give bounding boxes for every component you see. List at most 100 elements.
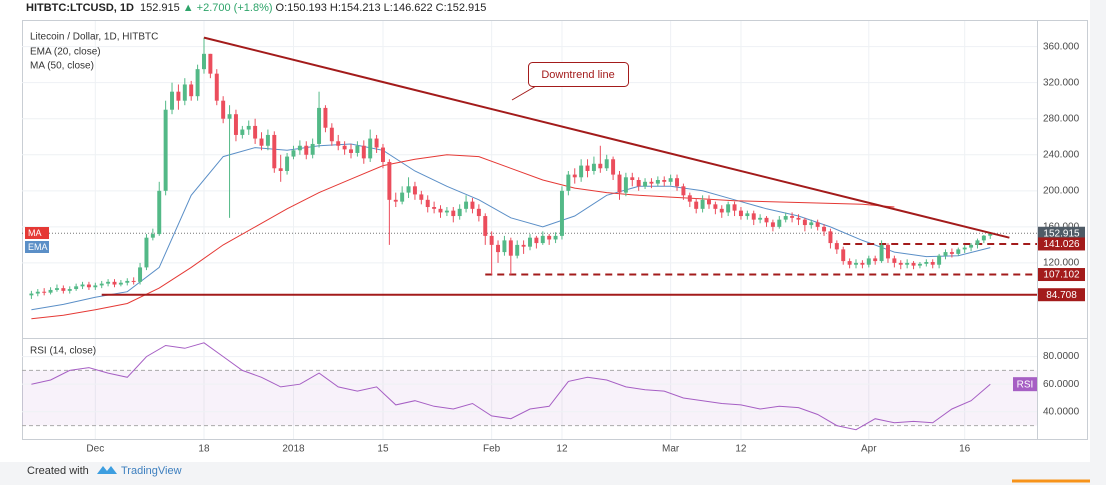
ohlc-value: 146.622 — [392, 2, 433, 14]
rsi-tag-label: RSI — [1017, 379, 1034, 390]
x-tick-label: Feb — [483, 444, 501, 455]
rsi-legend: RSI (14, close) — [30, 346, 96, 357]
candle-body — [170, 91, 175, 110]
x-tick-label: 16 — [959, 444, 971, 455]
candle-body — [879, 244, 884, 262]
candle-body — [707, 199, 711, 205]
candle-body — [790, 216, 795, 218]
candle-body — [323, 107, 328, 128]
candle-body — [67, 289, 72, 291]
ohlc-key: O: — [275, 2, 288, 14]
overlay-tag — [25, 227, 49, 239]
price-tag-label: 141.026 — [1043, 239, 1080, 250]
ohlc-value: 154.213 — [340, 2, 381, 14]
price-tag-label: 107.102 — [1043, 270, 1080, 281]
candle-body — [227, 114, 232, 119]
candle-body — [726, 204, 731, 213]
candle-body — [240, 129, 245, 135]
candle-body — [329, 127, 334, 142]
ohlc: O:150.193 H:154.213 L:146.622 C:152.915 — [276, 2, 490, 14]
x-tick-label: 12 — [556, 444, 568, 455]
candle-body — [834, 243, 839, 250]
candle-body — [297, 145, 302, 151]
price-tag — [1038, 268, 1085, 282]
candle-body — [841, 249, 846, 262]
ema-legend: EMA (20, close) — [30, 47, 101, 58]
symbol-legend: Litecoin / Dollar, 1D, HITBTC — [30, 32, 158, 43]
footer-text: Created with — [27, 465, 89, 477]
candle-body — [655, 180, 660, 184]
price-tag — [1038, 226, 1085, 240]
candle-body — [265, 134, 270, 146]
ohlc-key: H: — [329, 2, 341, 14]
candle-body — [74, 286, 79, 290]
candle-body — [713, 204, 718, 209]
y-tick-label: 40.0000 — [1043, 406, 1080, 417]
candle-body — [99, 283, 104, 286]
candle-body — [253, 125, 258, 139]
candle-body — [758, 217, 763, 220]
candle-body — [86, 284, 91, 288]
candle-body — [732, 204, 737, 211]
candle-body — [425, 199, 430, 208]
candle-body — [700, 199, 705, 209]
candle-body — [80, 284, 85, 287]
symbol: HITBTC:LTCUSD, 1D — [26, 2, 134, 14]
candle-body — [591, 163, 596, 171]
candle-body — [783, 216, 788, 220]
candle-body — [304, 145, 309, 155]
candle-body — [649, 181, 654, 184]
candle-body — [125, 280, 130, 283]
candle-body — [515, 244, 520, 256]
candle-body — [873, 258, 878, 262]
candle-body — [623, 177, 628, 193]
candle-body — [617, 174, 622, 193]
candle-body — [144, 237, 149, 268]
candle-body — [662, 180, 667, 182]
candle-body — [687, 195, 692, 202]
candle-body — [157, 190, 162, 235]
y-tick-label: 360.000 — [1043, 41, 1080, 52]
candle-body — [35, 291, 40, 294]
candle-body — [374, 138, 379, 148]
candle-body — [611, 159, 616, 175]
candle-body — [182, 84, 187, 101]
candle-body — [547, 235, 552, 240]
candle-body — [112, 281, 117, 285]
candle-body — [860, 262, 865, 265]
candle-body — [636, 180, 641, 187]
candle-body — [668, 178, 673, 182]
ma-legend: MA (50, close) — [30, 61, 94, 72]
candle-body — [962, 247, 967, 250]
price-tag — [1038, 288, 1085, 302]
candle-body — [751, 213, 756, 220]
candle-body — [221, 100, 226, 119]
price-tag — [1038, 237, 1085, 251]
candle-body — [822, 226, 827, 232]
candle-body — [905, 262, 910, 265]
candle-body — [336, 141, 341, 146]
candle-body — [476, 208, 481, 217]
candle-body — [585, 165, 590, 171]
candle-body — [285, 156, 290, 171]
x-tick-label: 12 — [735, 444, 747, 455]
candle-body — [272, 134, 277, 169]
candle-body — [847, 261, 852, 265]
candle-body — [553, 235, 558, 240]
candle-body — [470, 201, 475, 209]
y-tick-label: 240.000 — [1043, 149, 1080, 160]
candle-body — [675, 178, 680, 187]
candle-body — [579, 165, 584, 178]
candle-body — [738, 210, 743, 217]
y-tick-label: 320.000 — [1043, 77, 1080, 88]
x-tick-label: 18 — [198, 444, 210, 455]
x-tick-label: Mar — [662, 444, 680, 455]
candle-body — [943, 252, 948, 256]
candle-body — [496, 244, 501, 253]
candle-body — [419, 194, 424, 200]
candle-body — [412, 186, 417, 195]
candle-body — [566, 174, 571, 191]
candle-body — [559, 190, 564, 236]
candle-body — [764, 217, 769, 223]
